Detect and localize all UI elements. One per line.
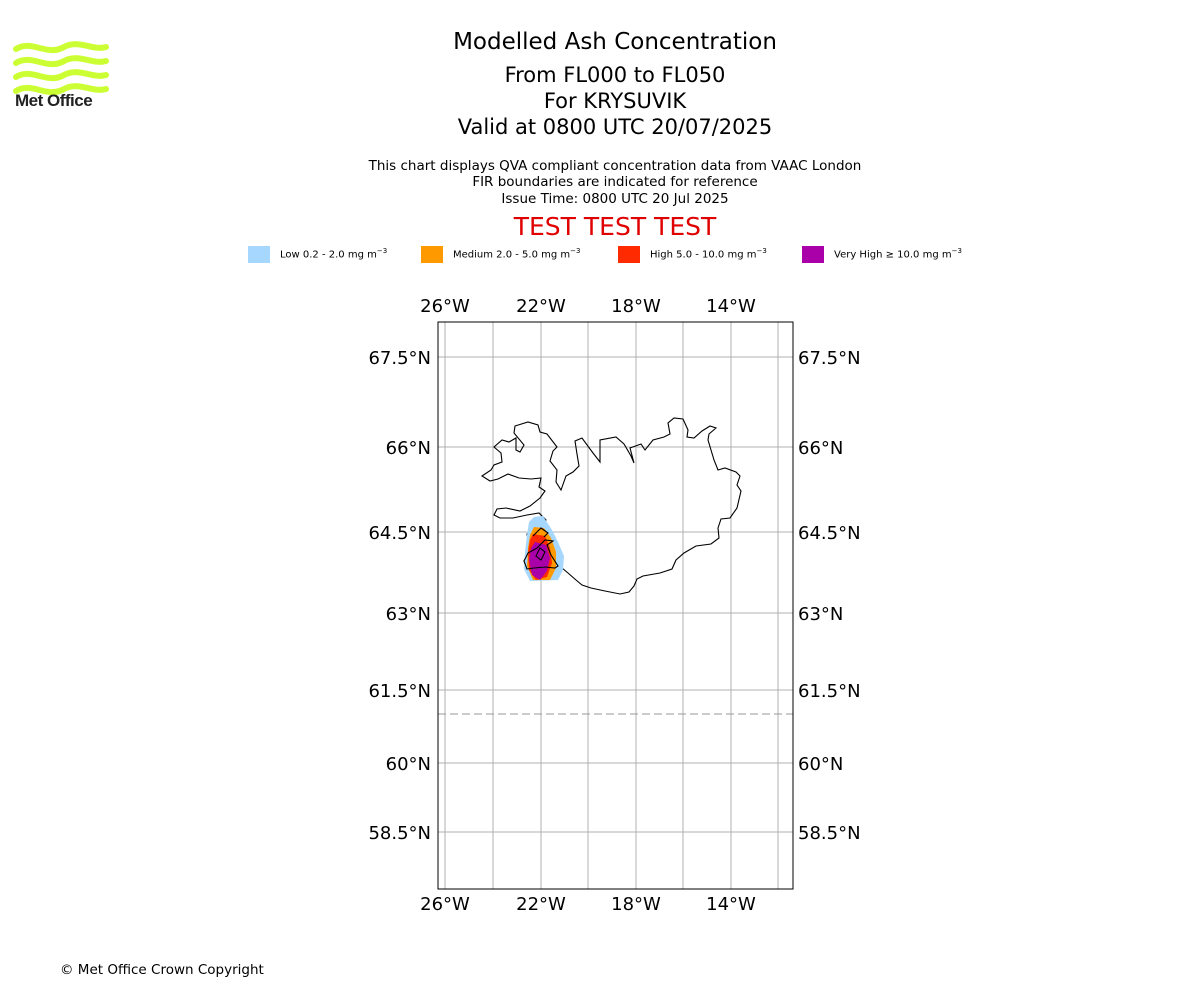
lat-tick-left: 58.5°N xyxy=(368,823,431,844)
lat-tick-right: 61.5°N xyxy=(798,681,861,702)
lat-tick-left: 66°N xyxy=(386,438,431,459)
legend-swatch-medium xyxy=(421,245,443,263)
ash-plume xyxy=(524,516,564,581)
lon-ticks-bottom: 26°W 22°W 18°W 14°W xyxy=(420,894,756,915)
lon-tick-bottom: 18°W xyxy=(611,894,661,915)
legend-label-very-high: Very High ≥ 10.0 mg m xyxy=(834,249,952,261)
issue-time: Issue Time: 0800 UTC 20 Jul 2025 xyxy=(501,191,729,207)
lon-tick-bottom: 22°W xyxy=(516,894,566,915)
legend-item-very-high: Very High ≥ 10.0 mg m−3 xyxy=(802,245,962,263)
lon-tick-top: 18°W xyxy=(611,296,661,317)
chart-title: Modelled Ash Concentration xyxy=(453,29,777,55)
lat-tick-right: 67.5°N xyxy=(798,348,861,369)
map-frame xyxy=(437,321,794,890)
legend-swatch-low xyxy=(248,245,270,263)
lon-tick-bottom: 14°W xyxy=(706,894,756,915)
test-banner: TEST TEST TEST xyxy=(513,212,717,241)
lon-tick-top: 22°W xyxy=(516,296,566,317)
lat-ticks-right: 67.5°N 66°N 64.5°N 63°N 61.5°N 60°N 58.5… xyxy=(798,348,861,844)
legend-item-low: Low 0.2 - 2.0 mg m−3 xyxy=(248,245,387,263)
lat-tick-right: 58.5°N xyxy=(798,823,861,844)
lon-tick-top: 14°W xyxy=(706,296,756,317)
lat-tick-right: 60°N xyxy=(798,754,843,775)
lat-tick-left: 64.5°N xyxy=(368,523,431,544)
met-office-logo xyxy=(13,41,109,96)
legend-swatch-high xyxy=(618,245,640,263)
lat-tick-right: 64.5°N xyxy=(798,523,861,544)
legend-swatch-very-high xyxy=(802,245,824,263)
valid-time: Valid at 0800 UTC 20/07/2025 xyxy=(457,115,773,139)
legend-label-medium: Medium 2.0 - 5.0 mg m xyxy=(453,249,571,261)
iceland-coastline xyxy=(480,417,742,595)
lon-tick-bottom: 26°W xyxy=(420,894,470,915)
subtitle-fir: FIR boundaries are indicated for referen… xyxy=(472,174,758,190)
legend-label-high: High 5.0 - 10.0 mg m xyxy=(650,249,757,261)
legend-label-low: Low 0.2 - 2.0 mg m xyxy=(280,249,377,261)
lat-tick-left: 60°N xyxy=(386,754,431,775)
lat-tick-right: 66°N xyxy=(798,438,843,459)
lat-ticks-left: 67.5°N 66°N 64.5°N 63°N 61.5°N 60°N 58.5… xyxy=(368,348,431,844)
met-office-wordmark: Met Office xyxy=(15,91,93,110)
lon-ticks-top: 26°W 22°W 18°W 14°W xyxy=(420,296,756,317)
subtitle-qva: This chart displays QVA compliant concen… xyxy=(368,158,862,174)
lat-tick-left: 67.5°N xyxy=(368,348,431,369)
lon-tick-top: 26°W xyxy=(420,296,470,317)
legend-item-high: High 5.0 - 10.0 mg m−3 xyxy=(618,245,767,263)
volcano-name: For KRYSUVIK xyxy=(543,89,687,113)
legend-item-medium: Medium 2.0 - 5.0 mg m−3 xyxy=(421,245,580,263)
copyright-notice: © Met Office Crown Copyright xyxy=(60,962,264,978)
lat-tick-left: 61.5°N xyxy=(368,681,431,702)
lat-tick-left: 63°N xyxy=(386,604,431,625)
reykjanes-coastline xyxy=(523,527,559,570)
map-gridlines xyxy=(438,322,793,889)
flight-levels: From FL000 to FL050 xyxy=(504,63,726,87)
lat-tick-right: 63°N xyxy=(798,604,843,625)
